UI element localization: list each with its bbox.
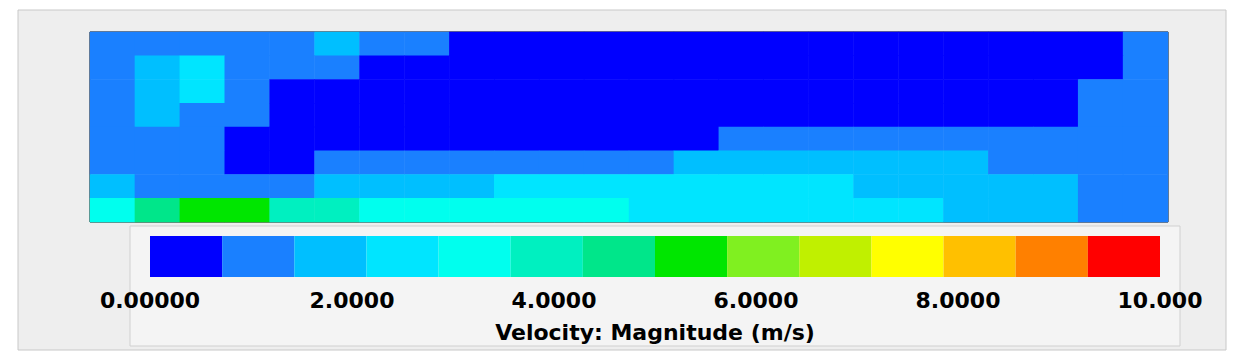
svg-text:10.000: 10.000: [1118, 288, 1203, 313]
svg-text:6.0000: 6.0000: [714, 288, 799, 313]
svg-text:2.0000: 2.0000: [310, 288, 395, 313]
svg-text:8.0000: 8.0000: [916, 288, 1001, 313]
svg-text:Velocity: Magnitude (m/s): Velocity: Magnitude (m/s): [495, 320, 815, 345]
svg-text:4.0000: 4.0000: [512, 288, 597, 313]
svg-text:0.00000: 0.00000: [100, 288, 200, 313]
